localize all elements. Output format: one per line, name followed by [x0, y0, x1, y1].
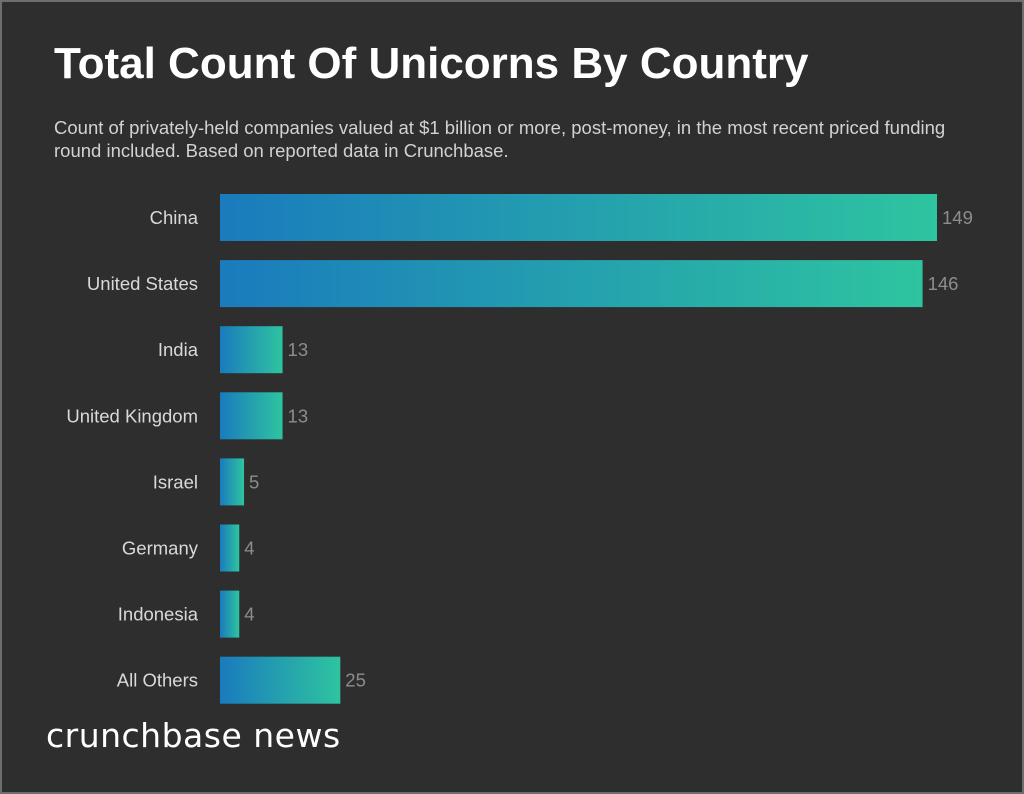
- bar-israel: [220, 458, 245, 506]
- value-label-all-others: 25: [345, 670, 366, 691]
- bar-all-others: [220, 656, 341, 704]
- category-label-all-others: All Others: [117, 670, 198, 691]
- bar-germany: [220, 524, 240, 572]
- category-label-united-states: United States: [87, 273, 198, 294]
- category-label-india: India: [158, 339, 199, 360]
- value-label-united-kingdom: 13: [288, 405, 309, 426]
- bars-layer: China 149 United States 146 India 13 United Ki…: [66, 194, 973, 704]
- value-label-germany: 4: [244, 538, 254, 559]
- crunchbase-news-logo: crunchbase news: [46, 716, 341, 755]
- value-label-india: 13: [288, 339, 309, 360]
- bar-indonesia: [220, 590, 240, 638]
- bar-india: [220, 326, 283, 374]
- category-label-china: China: [150, 207, 199, 228]
- value-label-china: 149: [942, 207, 973, 228]
- category-label-israel: Israel: [153, 471, 198, 492]
- chart-title: Total Count Of Unicorns By Country: [54, 39, 809, 88]
- bar-united-states: [220, 260, 923, 308]
- value-label-united-states: 146: [928, 273, 959, 294]
- category-label-germany: Germany: [122, 538, 199, 559]
- chart-subtitle: Count of privately-held companies valued…: [54, 117, 946, 161]
- category-label-indonesia: Indonesia: [118, 604, 199, 625]
- bar-united-kingdom: [220, 392, 283, 440]
- value-label-indonesia: 4: [244, 604, 254, 625]
- bar-china: [220, 194, 937, 241]
- category-label-united-kingdom: United Kingdom: [66, 405, 198, 426]
- value-label-israel: 5: [249, 471, 259, 492]
